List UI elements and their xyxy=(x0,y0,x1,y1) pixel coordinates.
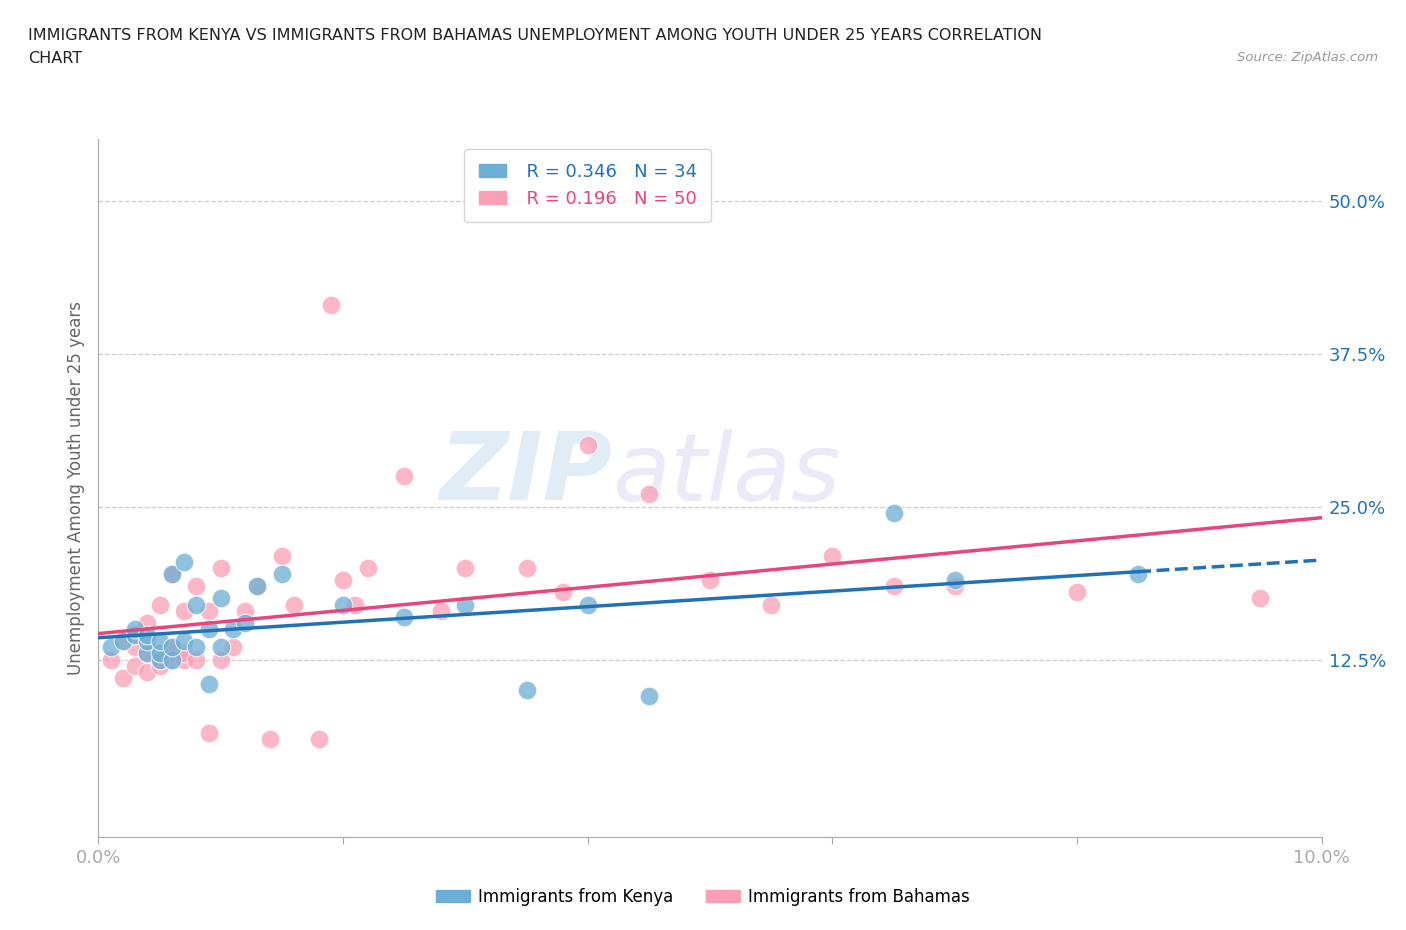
Point xyxy=(454,597,477,612)
Point xyxy=(136,646,159,661)
Point xyxy=(173,646,195,661)
Point xyxy=(124,628,146,643)
Point xyxy=(136,616,159,631)
Point xyxy=(173,652,195,667)
Point xyxy=(149,633,172,648)
Point xyxy=(160,646,183,661)
Point xyxy=(186,640,208,655)
Point xyxy=(186,578,208,593)
Point xyxy=(319,298,342,312)
Point xyxy=(197,677,219,692)
Point xyxy=(430,604,453,618)
Point xyxy=(233,604,256,618)
Point xyxy=(332,573,354,588)
Point xyxy=(197,725,219,740)
Point xyxy=(246,578,269,593)
Point xyxy=(637,487,661,502)
Point xyxy=(344,597,367,612)
Point xyxy=(308,732,330,747)
Point xyxy=(209,640,232,655)
Point xyxy=(209,561,232,576)
Point xyxy=(149,597,172,612)
Point xyxy=(759,597,782,612)
Point xyxy=(149,652,172,667)
Point xyxy=(186,597,208,612)
Point xyxy=(111,633,134,648)
Point xyxy=(356,561,378,576)
Point xyxy=(392,609,416,624)
Point xyxy=(136,664,159,679)
Point xyxy=(392,469,416,484)
Point xyxy=(270,566,292,581)
Point xyxy=(233,616,256,631)
Y-axis label: Unemployment Among Youth under 25 years: Unemployment Among Youth under 25 years xyxy=(66,301,84,675)
Point xyxy=(821,548,844,563)
Text: IMMIGRANTS FROM KENYA VS IMMIGRANTS FROM BAHAMAS UNEMPLOYMENT AMONG YOUTH UNDER : IMMIGRANTS FROM KENYA VS IMMIGRANTS FROM… xyxy=(28,28,1042,43)
Point xyxy=(516,561,538,576)
Text: Source: ZipAtlas.com: Source: ZipAtlas.com xyxy=(1237,51,1378,64)
Text: ZIP: ZIP xyxy=(439,429,612,520)
Point xyxy=(136,633,159,648)
Point xyxy=(1066,585,1088,600)
Point xyxy=(186,652,208,667)
Point xyxy=(124,628,146,643)
Point xyxy=(160,652,183,667)
Point xyxy=(124,658,146,673)
Point xyxy=(259,732,281,747)
Point xyxy=(943,573,966,588)
Point xyxy=(516,683,538,698)
Point xyxy=(197,604,219,618)
Point xyxy=(100,652,122,667)
Point xyxy=(1128,566,1150,581)
Point xyxy=(136,646,159,661)
Point xyxy=(209,652,232,667)
Point xyxy=(173,554,195,569)
Point xyxy=(173,633,195,648)
Point xyxy=(160,640,183,655)
Point xyxy=(222,621,245,636)
Point xyxy=(883,505,905,520)
Text: atlas: atlas xyxy=(612,429,841,520)
Point xyxy=(136,628,159,643)
Text: CHART: CHART xyxy=(28,51,82,66)
Point xyxy=(883,578,905,593)
Legend:   R = 0.346   N = 34,   R = 0.196   N = 50: R = 0.346 N = 34, R = 0.196 N = 50 xyxy=(464,149,711,222)
Point xyxy=(160,652,183,667)
Point xyxy=(149,658,172,673)
Point xyxy=(197,621,219,636)
Point xyxy=(270,548,292,563)
Point xyxy=(1249,591,1271,605)
Legend: Immigrants from Kenya, Immigrants from Bahamas: Immigrants from Kenya, Immigrants from B… xyxy=(429,881,977,912)
Point xyxy=(283,597,305,612)
Point xyxy=(943,578,966,593)
Point xyxy=(173,604,195,618)
Point xyxy=(576,597,599,612)
Point xyxy=(637,689,661,704)
Point xyxy=(111,671,134,685)
Point xyxy=(100,640,122,655)
Point xyxy=(454,561,477,576)
Point xyxy=(111,633,134,648)
Point xyxy=(332,597,354,612)
Point xyxy=(149,646,172,661)
Point xyxy=(553,585,575,600)
Point xyxy=(124,621,146,636)
Point xyxy=(160,566,183,581)
Point xyxy=(222,640,245,655)
Point xyxy=(699,573,721,588)
Point xyxy=(149,652,172,667)
Point xyxy=(160,566,183,581)
Point xyxy=(124,640,146,655)
Point xyxy=(246,578,269,593)
Point xyxy=(160,640,183,655)
Point xyxy=(576,438,599,453)
Point xyxy=(209,591,232,605)
